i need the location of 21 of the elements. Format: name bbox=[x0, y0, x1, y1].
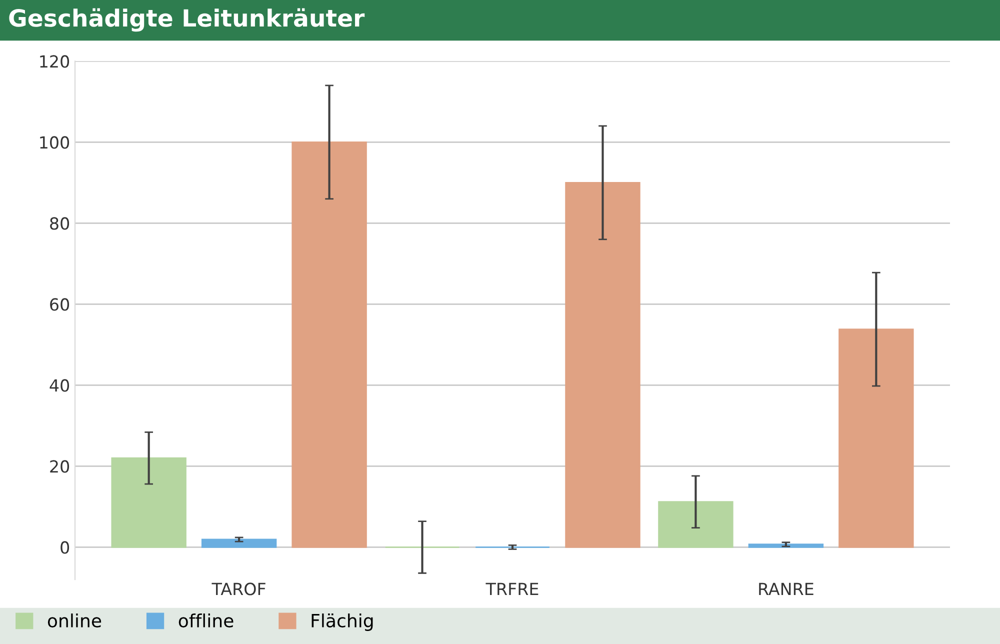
y-tick-label: 100 bbox=[40, 136, 70, 149]
bar bbox=[658, 501, 734, 548]
legend-label: Flächig bbox=[312, 613, 373, 631]
x-tick-label: TRFRE bbox=[486, 582, 538, 596]
legend-label: offline bbox=[178, 613, 234, 628]
bar bbox=[201, 538, 277, 548]
bar bbox=[292, 141, 367, 548]
y-tick-label: 60 bbox=[50, 298, 70, 311]
bar bbox=[565, 182, 640, 548]
y-tick-label: 0 bbox=[60, 541, 70, 554]
bar bbox=[748, 544, 824, 548]
y-tick-label: 80 bbox=[50, 217, 70, 230]
y-tick-label: 20 bbox=[50, 460, 70, 473]
y-tick-label: 120 bbox=[40, 55, 70, 68]
x-tick-label: RANRE bbox=[759, 582, 814, 596]
bar bbox=[111, 457, 186, 548]
legend-label: online bbox=[48, 613, 102, 628]
x-tick-label: TAROF bbox=[212, 582, 266, 596]
chart-title: Geschädigte Leitunkräuter bbox=[9, 8, 365, 32]
y-tick-label: 40 bbox=[50, 379, 70, 392]
bar bbox=[838, 328, 914, 548]
